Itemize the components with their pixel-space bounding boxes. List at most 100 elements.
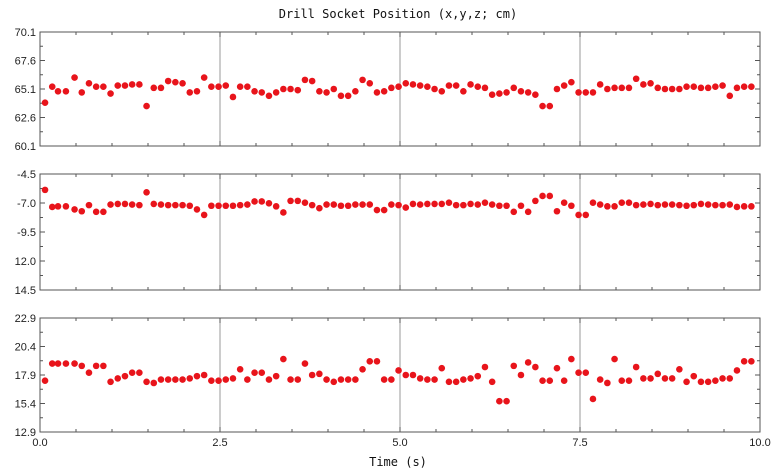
data-point — [280, 85, 287, 93]
data-point — [438, 87, 446, 95]
data-point — [409, 81, 417, 88]
data-point — [85, 369, 93, 377]
data-point — [625, 199, 633, 206]
data-point — [71, 206, 78, 213]
data-point — [488, 378, 496, 386]
data-point — [294, 376, 302, 383]
data-point — [136, 369, 143, 377]
data-point — [611, 84, 618, 92]
data-point — [740, 203, 748, 210]
data-point — [488, 91, 496, 98]
data-point — [582, 211, 590, 219]
data-point — [330, 85, 338, 93]
data-point — [438, 364, 446, 372]
plot-frame — [39, 173, 761, 291]
data-point — [481, 363, 489, 371]
data-point — [200, 211, 208, 219]
data-point — [496, 397, 503, 405]
data-point — [41, 99, 49, 106]
data-point — [280, 209, 287, 216]
data-point — [265, 200, 273, 207]
data-point — [474, 372, 482, 380]
data-point — [344, 92, 352, 100]
plot-frame — [39, 317, 761, 433]
data-point — [539, 102, 546, 110]
data-point — [712, 201, 719, 209]
data-point — [301, 76, 309, 84]
data-point — [704, 378, 712, 386]
data-point — [193, 87, 201, 95]
data-point — [352, 87, 359, 95]
data-point — [157, 84, 165, 92]
data-point — [366, 80, 374, 87]
data-point — [258, 198, 266, 205]
data-point — [625, 377, 633, 385]
data-point — [380, 87, 388, 95]
data-point — [395, 367, 402, 374]
x-tick-label: 10.0 — [749, 437, 770, 449]
data-point — [352, 201, 359, 208]
data-point — [316, 370, 323, 378]
data-point — [409, 200, 417, 208]
data-point — [308, 371, 316, 379]
data-point — [143, 189, 150, 196]
data-point — [222, 82, 230, 89]
data-point — [524, 359, 532, 366]
data-point — [431, 85, 438, 93]
data-point — [373, 358, 381, 365]
data-point — [78, 207, 86, 215]
data-point — [337, 202, 345, 210]
y-tick-label: 12.9 — [15, 427, 36, 439]
data-point — [251, 369, 258, 377]
data-point — [121, 200, 129, 208]
data-point — [215, 83, 222, 91]
data-point — [560, 377, 568, 385]
data-point — [452, 82, 460, 89]
data-point — [589, 395, 597, 403]
data-point — [647, 200, 654, 208]
data-point — [265, 376, 273, 383]
data-point — [560, 199, 568, 206]
data-point — [308, 201, 316, 209]
data-point — [186, 375, 194, 382]
data-point — [150, 200, 158, 208]
data-point — [546, 377, 554, 385]
data-point — [92, 83, 100, 91]
data-point — [654, 84, 662, 92]
data-point — [460, 201, 467, 209]
data-point — [388, 376, 395, 383]
data-point — [704, 201, 712, 208]
data-point — [402, 371, 410, 379]
y-tick-label: 22.9 — [15, 313, 36, 325]
data-point — [316, 87, 323, 95]
data-point — [193, 372, 201, 380]
data-point — [215, 202, 222, 210]
data-point — [62, 360, 70, 367]
data-point — [287, 376, 294, 383]
data-point — [294, 197, 302, 205]
data-point — [445, 82, 453, 89]
data-point — [359, 366, 366, 373]
data-point — [668, 201, 676, 208]
data-point — [164, 77, 172, 85]
data-point — [222, 376, 230, 383]
data-point — [517, 202, 525, 210]
data-point — [676, 201, 683, 209]
data-point — [611, 355, 618, 363]
data-point — [517, 371, 525, 379]
data-point — [100, 362, 107, 370]
data-point — [474, 201, 482, 208]
data-point — [323, 89, 330, 96]
data-point — [388, 84, 395, 92]
x-tick-label: 7.5 — [572, 437, 587, 449]
data-point — [424, 200, 431, 208]
data-point — [474, 83, 482, 91]
data-point — [373, 206, 381, 214]
data-point — [208, 83, 215, 91]
data-point — [121, 82, 129, 89]
data-point — [431, 200, 438, 208]
data-point — [323, 201, 330, 208]
data-point — [697, 200, 705, 208]
data-point — [712, 83, 719, 91]
data-point — [661, 85, 669, 93]
